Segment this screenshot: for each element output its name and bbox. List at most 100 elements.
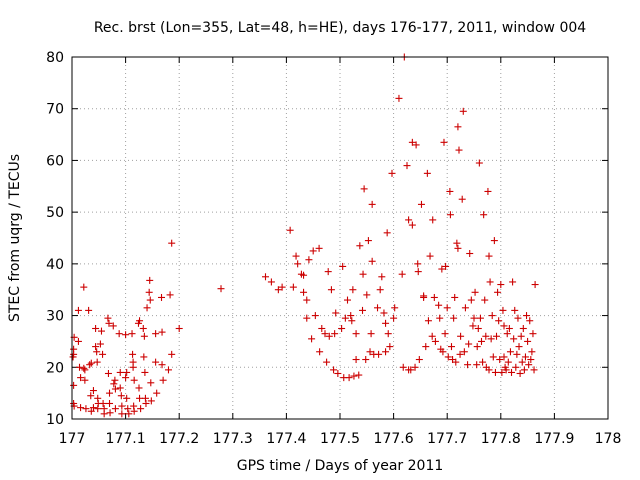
- data-point: [364, 237, 372, 245]
- data-point: [453, 239, 461, 247]
- data-point: [140, 353, 148, 361]
- data-point: [305, 256, 313, 264]
- data-point: [129, 363, 137, 371]
- data-point: [442, 262, 450, 270]
- y-tick-label: 70: [46, 102, 64, 118]
- data-point: [460, 348, 468, 356]
- y-tick-label: 10: [46, 412, 64, 428]
- x-tick-label: 177.3: [213, 431, 253, 447]
- data-point: [374, 304, 382, 312]
- data-point: [485, 366, 493, 374]
- data-point: [415, 356, 423, 364]
- data-point: [166, 291, 174, 299]
- data-point: [92, 325, 100, 332]
- data-point: [388, 169, 396, 177]
- data-point: [286, 226, 294, 234]
- data-point: [408, 221, 416, 229]
- data-point: [122, 374, 130, 382]
- data-point: [362, 356, 370, 364]
- data-point: [315, 244, 323, 252]
- data-point: [348, 317, 356, 325]
- data-point: [325, 332, 333, 340]
- data-point: [405, 216, 413, 224]
- data-point: [458, 195, 466, 203]
- data-point: [93, 358, 101, 366]
- data-point: [111, 405, 119, 413]
- data-point: [111, 385, 119, 393]
- data-point: [111, 376, 119, 384]
- data-point: [135, 384, 143, 392]
- data-point: [490, 237, 498, 245]
- data-point: [423, 169, 431, 177]
- data-point: [481, 296, 489, 304]
- data-point: [300, 271, 308, 279]
- data-point: [97, 327, 105, 335]
- data-point: [502, 366, 510, 374]
- data-point: [493, 332, 501, 340]
- data-point: [316, 348, 324, 356]
- y-tick-label: 30: [46, 309, 64, 325]
- y-tick-label: 80: [46, 50, 64, 66]
- data-point: [486, 278, 494, 286]
- data-point: [485, 252, 493, 260]
- data-point: [457, 332, 465, 340]
- data-point: [524, 337, 532, 345]
- data-point: [70, 345, 78, 353]
- data-point: [278, 283, 286, 291]
- data-point: [146, 276, 154, 284]
- data-point: [341, 314, 349, 322]
- data-point: [489, 353, 497, 361]
- data-point: [116, 368, 124, 376]
- data-point: [484, 187, 492, 195]
- data-point: [395, 94, 403, 102]
- data-point: [217, 285, 225, 293]
- data-point: [412, 141, 420, 149]
- data-point: [130, 376, 138, 384]
- data-point: [514, 314, 522, 322]
- data-point: [456, 350, 464, 358]
- data-point: [429, 216, 437, 224]
- data-point: [383, 229, 391, 237]
- data-point: [461, 304, 469, 312]
- data-point: [469, 322, 477, 330]
- data-point: [99, 399, 107, 407]
- data-point: [508, 368, 516, 376]
- data-point: [451, 293, 459, 301]
- data-point: [123, 368, 131, 376]
- data-point: [147, 379, 155, 387]
- data-point: [77, 404, 85, 412]
- chart-title: Rec. brst (Lon=355, Lat=48, h=HE), days …: [94, 20, 586, 36]
- data-point: [70, 381, 78, 389]
- data-point: [512, 363, 520, 371]
- data-point: [106, 389, 114, 397]
- data-point: [420, 292, 428, 300]
- data-point: [141, 368, 149, 376]
- x-tick-label: 177.5: [320, 431, 360, 447]
- data-point: [339, 262, 347, 270]
- data-point: [321, 330, 329, 338]
- data-point: [399, 363, 407, 371]
- data-point: [446, 211, 454, 219]
- data-point: [428, 332, 436, 340]
- data-point: [74, 337, 82, 345]
- data-point: [124, 405, 132, 413]
- data-point: [476, 314, 484, 322]
- data-point: [140, 332, 148, 340]
- data-point: [332, 309, 340, 317]
- data-point: [109, 322, 117, 330]
- data-point: [444, 353, 452, 361]
- data-point: [158, 293, 166, 301]
- data-point: [503, 330, 511, 338]
- data-point: [403, 162, 411, 170]
- data-point: [430, 293, 438, 301]
- data-point: [482, 332, 490, 340]
- x-tick-label: 177.1: [106, 431, 146, 447]
- data-point: [494, 288, 502, 296]
- data-point: [344, 296, 352, 304]
- data-point: [152, 358, 160, 366]
- data-point: [446, 187, 454, 195]
- data-point: [498, 368, 506, 376]
- data-point: [380, 309, 388, 317]
- data-point: [464, 361, 472, 369]
